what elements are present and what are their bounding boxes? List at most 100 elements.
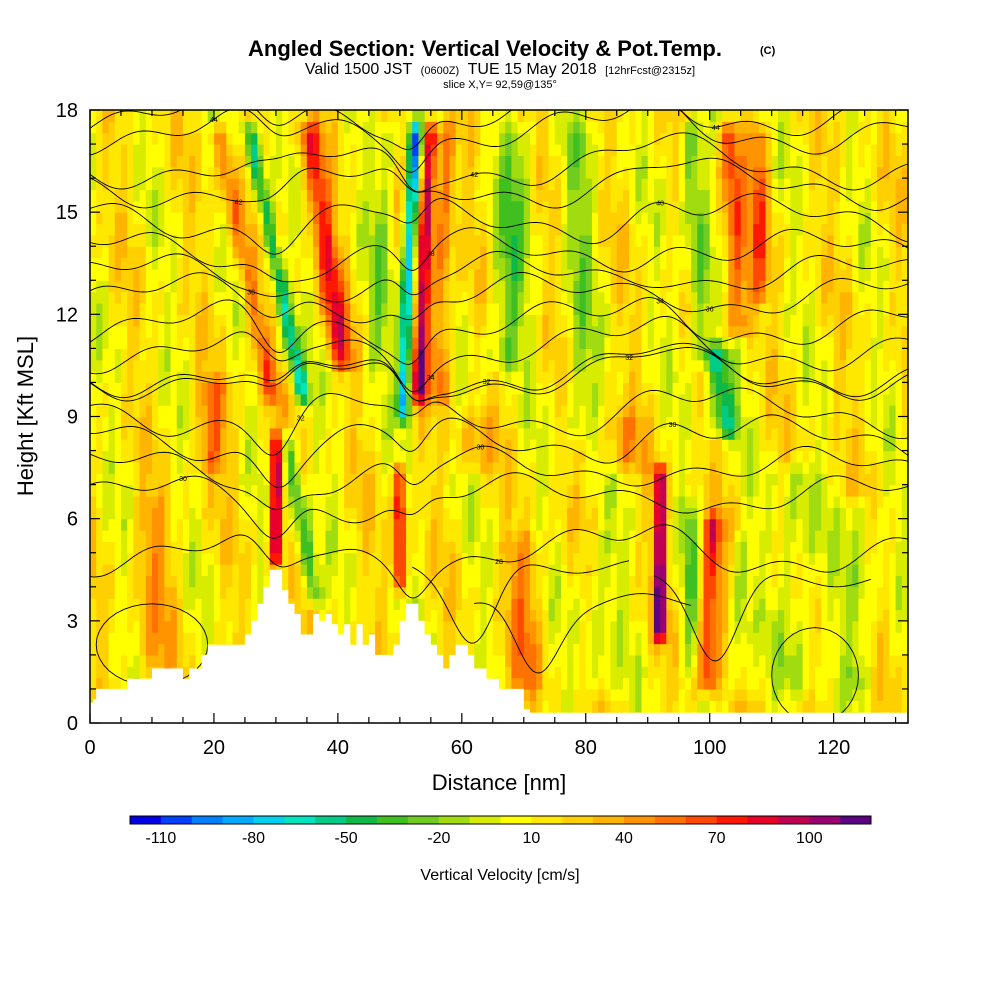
velocity-cell [468, 484, 475, 497]
velocity-cell [238, 348, 246, 361]
velocity-cell [864, 314, 872, 327]
velocity-cell [901, 484, 909, 497]
velocity-cell [474, 439, 482, 452]
velocity-cell [697, 359, 705, 372]
velocity-cell [412, 371, 420, 384]
velocity-cell [610, 495, 618, 508]
velocity-cell [213, 575, 221, 588]
velocity-cell [449, 461, 457, 474]
velocity-cell [412, 586, 420, 599]
velocity-cell [709, 325, 717, 338]
velocity-cell [808, 416, 816, 429]
velocity-cell [647, 405, 655, 418]
velocity-cell [108, 450, 116, 463]
velocity-cell [437, 314, 444, 327]
velocity-cell [536, 314, 543, 327]
velocity-cell [554, 337, 562, 349]
velocity-cell [771, 518, 779, 531]
velocity-cell [133, 609, 141, 622]
velocity-cell [821, 530, 829, 542]
velocity-cell [325, 314, 333, 327]
velocity-cell [449, 382, 457, 395]
velocity-cell [635, 461, 643, 474]
velocity-cell [486, 575, 494, 588]
velocity-cell [313, 575, 320, 588]
velocity-cell [771, 484, 779, 497]
velocity-cell [170, 337, 178, 349]
velocity-cell [821, 348, 829, 361]
velocity-cell [678, 541, 686, 554]
velocity-cell [790, 666, 798, 679]
velocity-cell [381, 439, 389, 452]
velocity-cell [864, 518, 872, 531]
velocity-cell [691, 439, 698, 452]
velocity-cell [232, 348, 240, 361]
velocity-cell [635, 359, 643, 372]
velocity-cell [375, 302, 382, 315]
velocity-cell [629, 405, 636, 418]
velocity-cell [790, 450, 798, 463]
velocity-cell [554, 393, 562, 406]
velocity-cell [387, 586, 395, 599]
velocity-cell [102, 586, 110, 599]
velocity-cell [734, 632, 742, 645]
velocity-cell [771, 439, 779, 452]
velocity-cell [195, 507, 203, 520]
velocity-cell [114, 564, 122, 577]
velocity-cell [96, 507, 103, 520]
velocity-cell [319, 427, 327, 440]
velocity-cell [567, 461, 574, 474]
velocity-cell [740, 359, 748, 372]
velocity-cell [151, 564, 159, 577]
velocity-cell [839, 405, 847, 418]
velocity-cell [294, 325, 302, 338]
velocity-cell [120, 609, 128, 622]
velocity-cell [827, 427, 835, 440]
velocity-cell [796, 359, 804, 372]
velocity-cell [746, 507, 754, 520]
velocity-cell [319, 598, 327, 611]
velocity-cell [505, 427, 512, 440]
velocity-cell [604, 405, 612, 418]
velocity-cell [796, 654, 804, 667]
velocity-cell [796, 495, 804, 508]
velocity-cell [616, 552, 624, 565]
velocity-cell [207, 552, 215, 565]
velocity-cell [833, 552, 841, 565]
velocity-cell [226, 427, 234, 440]
velocity-cell [114, 461, 122, 474]
velocity-cell [536, 337, 543, 349]
velocity-cell [406, 337, 413, 349]
velocity-cell [120, 598, 128, 611]
velocity-cell [176, 609, 184, 622]
velocity-cell [133, 620, 141, 633]
velocity-cell [350, 609, 358, 622]
velocity-cell [213, 382, 221, 395]
velocity-cell [573, 461, 581, 474]
velocity-cell [375, 291, 382, 304]
velocity-cell [449, 507, 457, 520]
velocity-cell [771, 461, 779, 474]
velocity-cell [430, 405, 438, 418]
velocity-cell [858, 495, 866, 508]
velocity-cell [96, 291, 103, 304]
velocity-cell [591, 518, 599, 531]
velocity-cell [846, 620, 853, 633]
velocity-cell [461, 348, 469, 361]
velocity-cell [313, 291, 320, 304]
velocity-cell [740, 688, 748, 701]
velocity-cell [207, 382, 215, 395]
velocity-cell [127, 337, 134, 349]
velocity-cell [306, 507, 314, 520]
velocity-cell [238, 382, 246, 395]
velocity-cell [784, 598, 791, 611]
velocity-cell [678, 405, 686, 418]
velocity-cell [542, 564, 550, 577]
velocity-cell [523, 359, 531, 372]
velocity-cell [598, 609, 605, 622]
velocity-cell [790, 598, 798, 611]
velocity-cell [877, 575, 884, 588]
velocity-cell [684, 461, 692, 474]
velocity-cell [313, 473, 320, 486]
velocity-cell [294, 314, 302, 327]
